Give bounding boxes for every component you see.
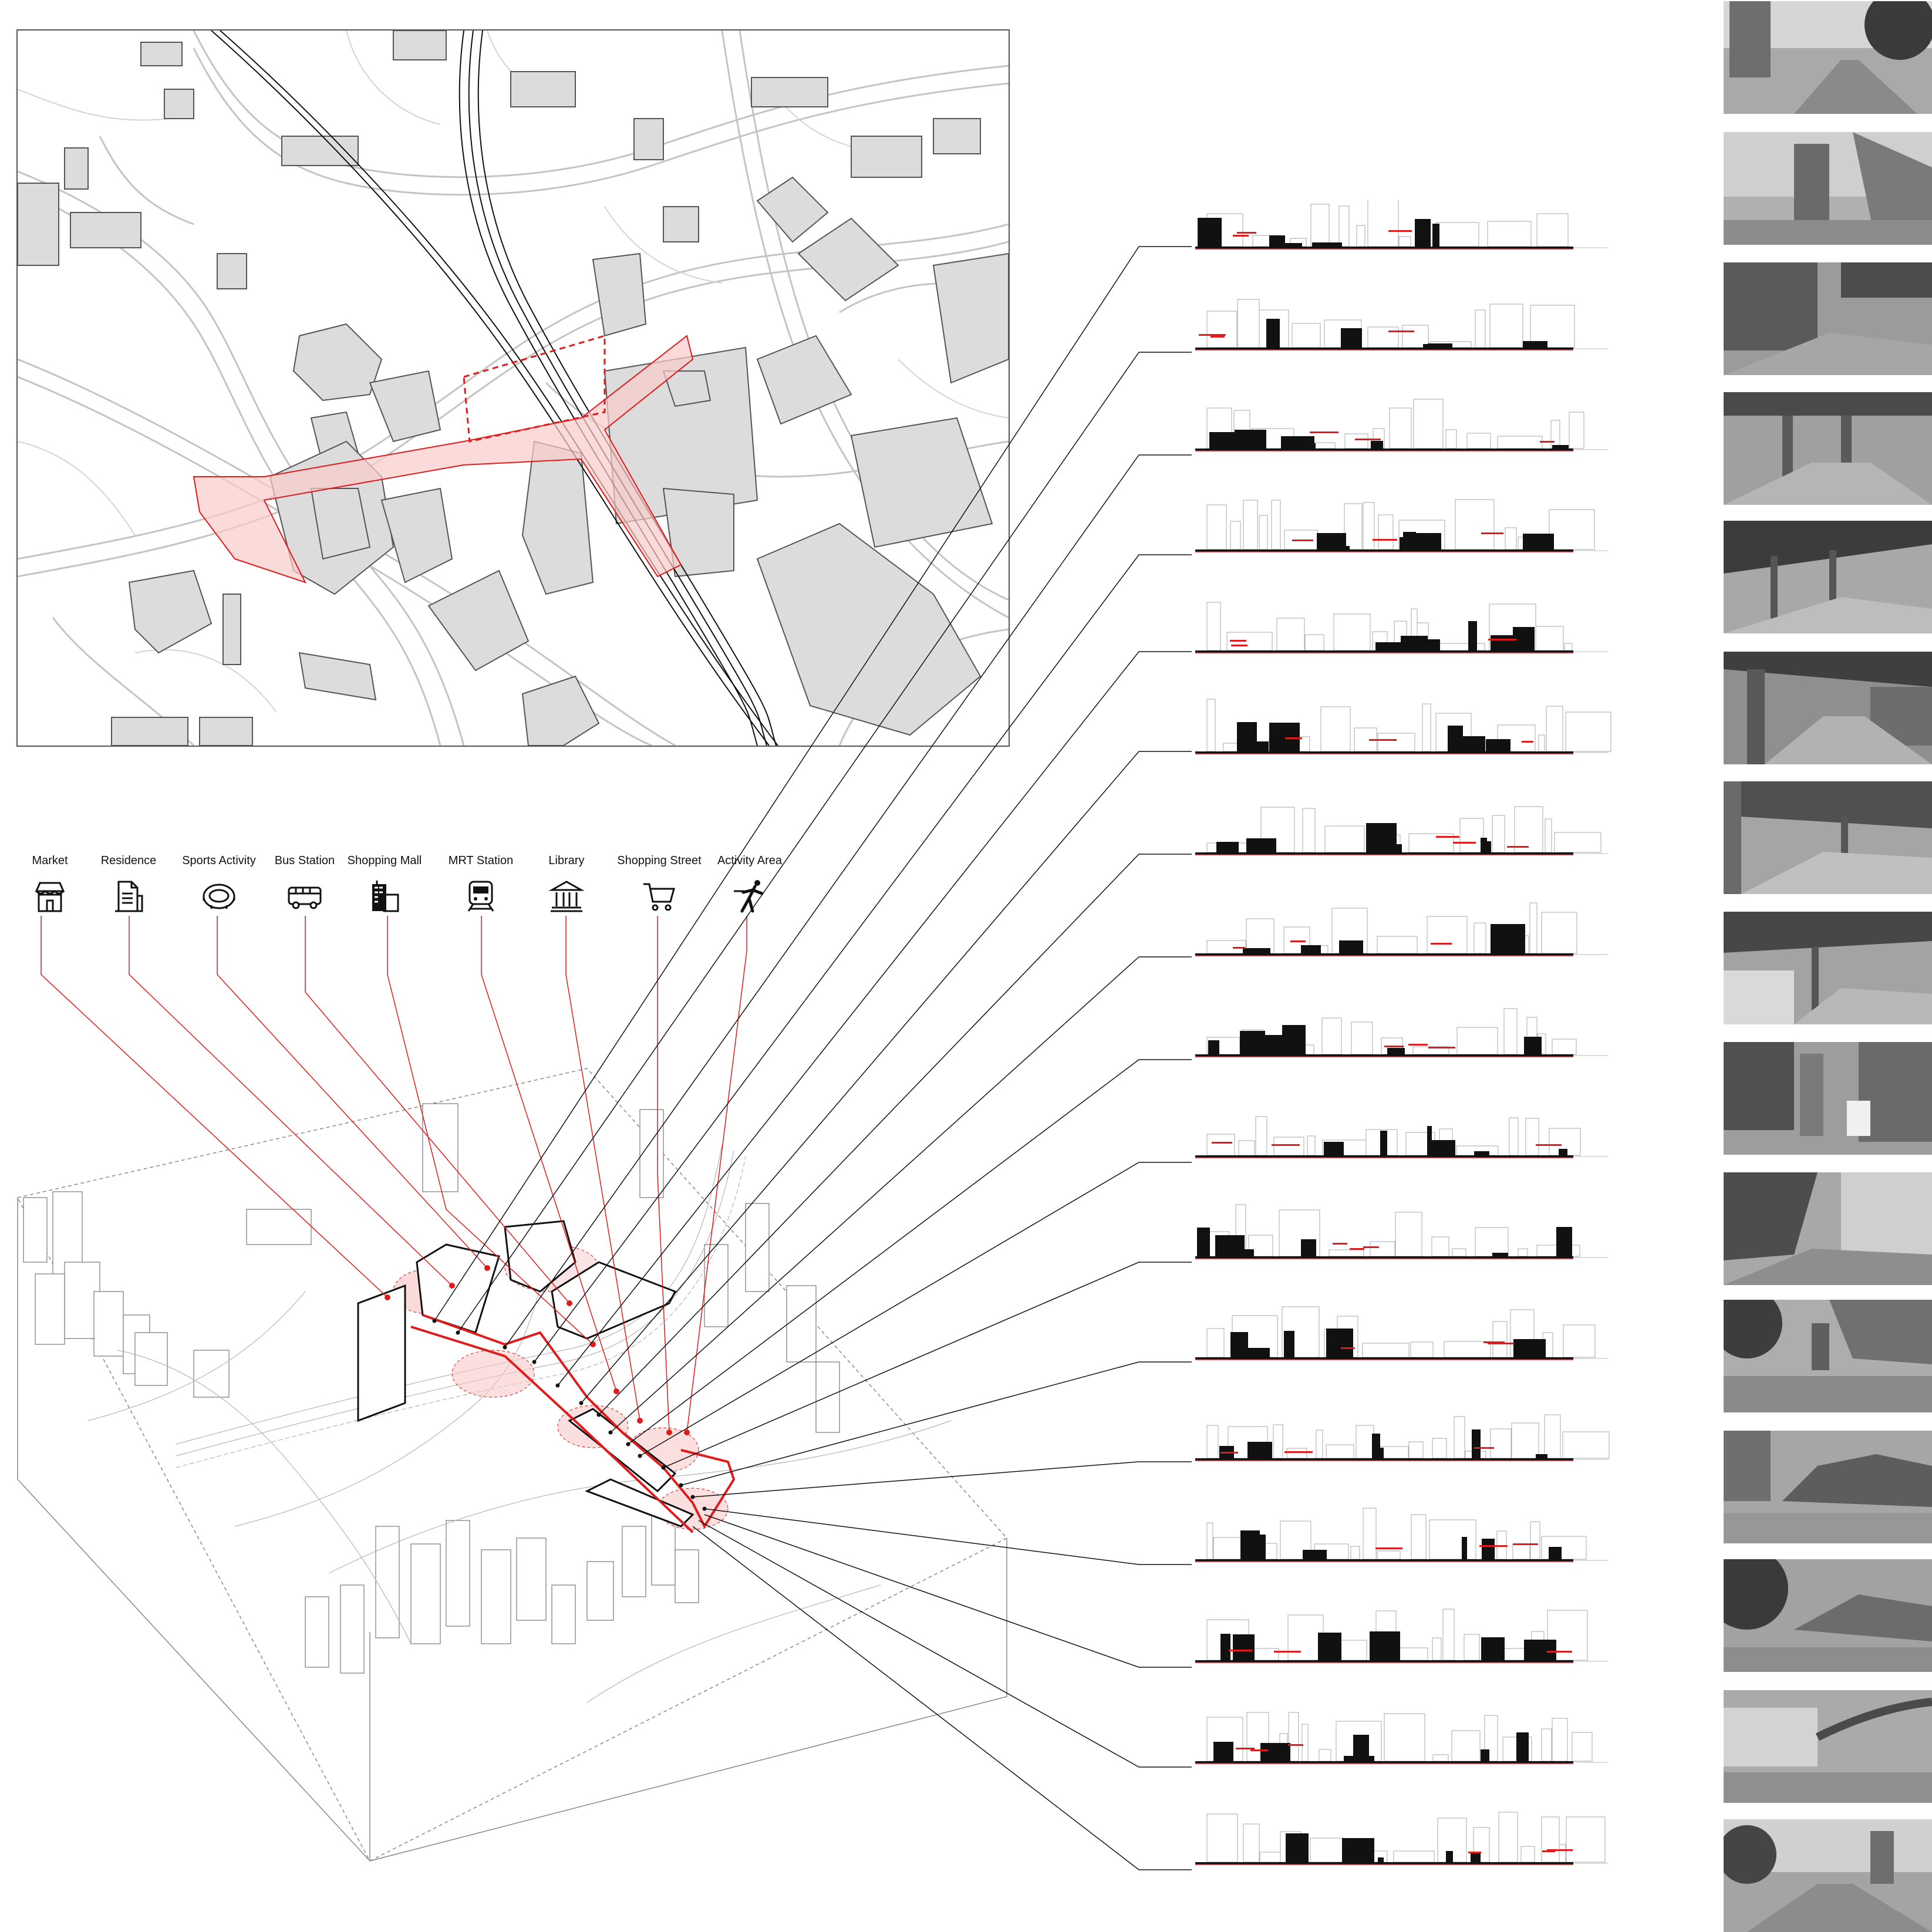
legend-label: Library: [548, 854, 585, 867]
street-section: [1195, 200, 1609, 249]
street-photo: [1724, 1690, 1932, 1803]
stadium-icon: [203, 884, 235, 909]
street-section: [1195, 1204, 1609, 1259]
street-section: [1195, 399, 1609, 451]
context-towers: [23, 1103, 840, 1674]
legend-item-shopping-street: Shopping Street: [609, 854, 709, 915]
street-photos: [1724, 0, 1932, 1932]
section-leader-lines: [434, 246, 1192, 1870]
tower-cluster-south: [305, 1514, 699, 1674]
street-section: [1195, 699, 1611, 754]
legend-label: Shopping Street: [617, 854, 702, 867]
rail-and-roads: [87, 1144, 952, 1703]
street-photo: [1724, 132, 1932, 245]
street-photo: [1724, 1431, 1932, 1543]
street-section: [1195, 902, 1609, 956]
shopping-cart-icon: [643, 883, 675, 911]
tower-cluster-north: [134, 1103, 664, 1398]
building-footprints: [18, 31, 1009, 746]
legend-label: Sports Activity: [182, 854, 256, 867]
street-photo: [1724, 1042, 1932, 1155]
street-section: [1195, 299, 1609, 350]
street-section: [1195, 806, 1609, 855]
street-photo: [1724, 1172, 1932, 1285]
legend-item-bus-station: Bus Station: [255, 854, 355, 915]
street-sections: [1195, 200, 1611, 1865]
legend-label: Activity Area: [717, 854, 783, 867]
shopping-mall-icon: [372, 881, 399, 912]
model-block-edges: [16, 1068, 1008, 1862]
legend-label: Bus Station: [274, 854, 335, 867]
street-photo: [1724, 1300, 1932, 1412]
street-photo: [1724, 262, 1932, 375]
street-section: [1195, 1306, 1609, 1360]
street-section: [1195, 1812, 1609, 1865]
legend-label: Shopping Mall: [347, 854, 422, 867]
library-icon: [548, 881, 585, 912]
street-section: [1195, 1008, 1609, 1057]
street-photo: [1724, 912, 1932, 1024]
street-section: [1195, 1712, 1609, 1764]
activity-icon: [734, 880, 764, 913]
legend-item-residence: Residence: [79, 854, 178, 915]
legend-item-library: Library: [517, 854, 616, 915]
train-icon: [467, 881, 494, 912]
market-icon: [35, 882, 65, 912]
street-section: [1195, 1508, 1609, 1562]
site-plan-map: [16, 29, 1010, 747]
street-photo: [1724, 781, 1932, 894]
program-legend: Market Residence Sports Activity: [0, 854, 822, 919]
street-photo: [1724, 1819, 1932, 1932]
legend-label: Residence: [100, 854, 157, 867]
residence-icon: [115, 881, 143, 912]
street-photo: [1724, 392, 1932, 505]
isometric-site-model: [16, 1068, 1008, 1862]
legend-label: Market: [32, 854, 68, 867]
legend-label: MRT Station: [448, 854, 514, 867]
street-photo: [1724, 1, 1932, 114]
street-section: [1195, 499, 1609, 552]
street-section: [1195, 1609, 1609, 1663]
legend-item-shopping-mall: Shopping Mall: [335, 854, 434, 915]
site-plan-drawing: [18, 31, 1009, 746]
tower-cluster-east: [704, 1203, 840, 1433]
legend-item-sports-activity: Sports Activity: [169, 854, 269, 915]
street-photo: [1724, 521, 1932, 633]
legend-item-market: Market: [0, 854, 100, 915]
street-section: [1195, 1116, 1609, 1158]
street-photo: [1724, 652, 1932, 764]
legend-item-mrt-station: MRT Station: [431, 854, 531, 915]
site-buildings: [357, 1220, 694, 1528]
street-section: [1195, 602, 1609, 653]
street-section: [1195, 1414, 1610, 1461]
street-photo: [1724, 1559, 1932, 1672]
bus-icon: [288, 886, 322, 909]
legend-leader-lines: [41, 916, 747, 1433]
legend-item-activity-area: Activity Area: [700, 854, 800, 915]
study-corridor: [193, 335, 694, 584]
